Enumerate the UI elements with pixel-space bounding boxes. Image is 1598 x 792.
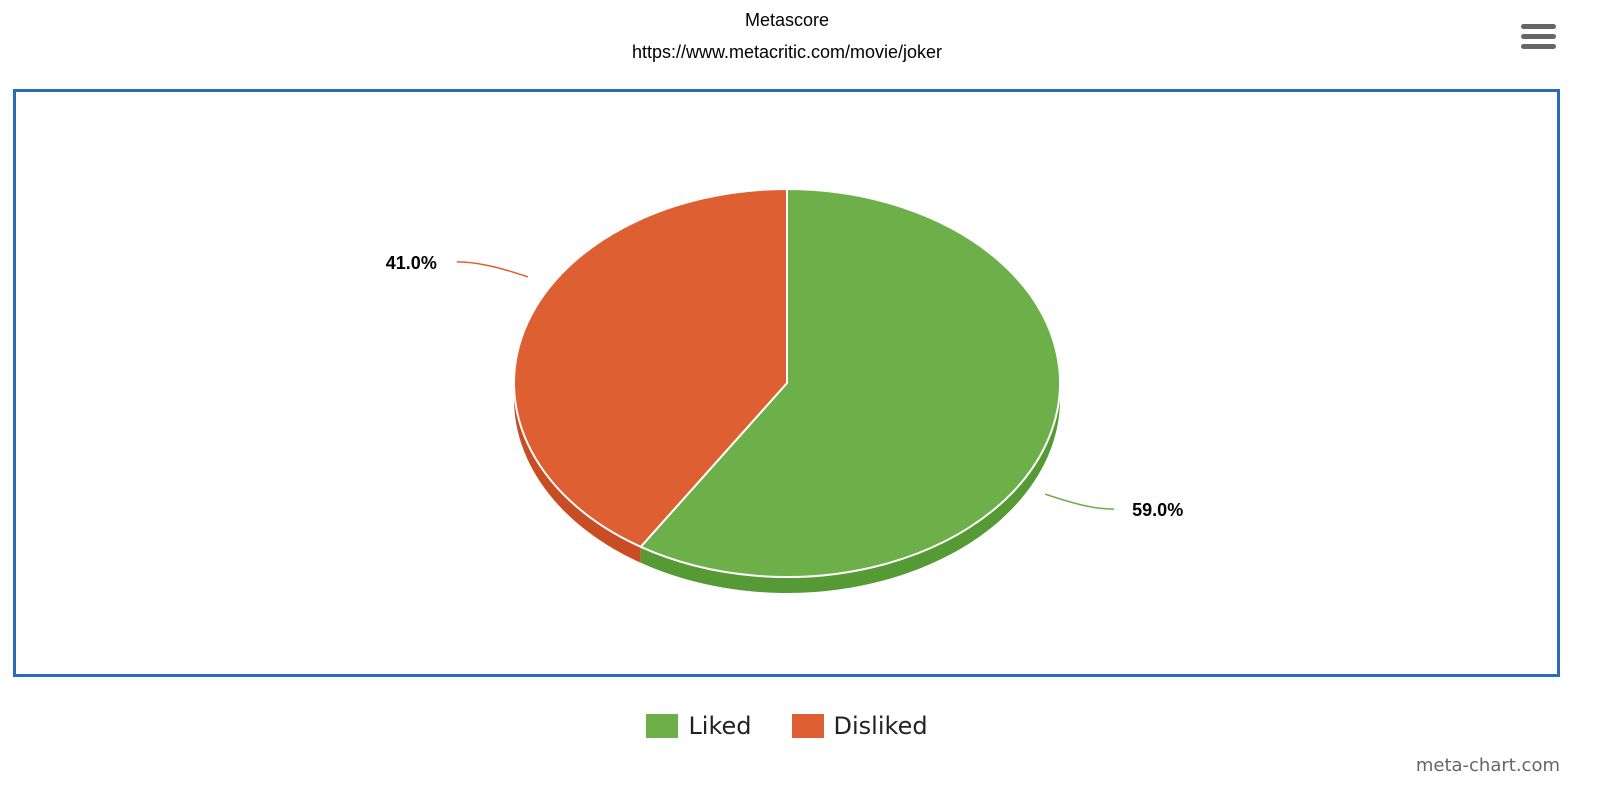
plot-area-frame <box>13 89 1560 677</box>
pie-slice-disliked <box>513 188 788 548</box>
chart-title: Metascore <box>744 10 830 30</box>
legend-item-liked[interactable]: Liked <box>646 712 752 740</box>
pie-slice-liked <box>639 188 1061 578</box>
pie-side-liked <box>640 383 1060 593</box>
pie-side-disliked <box>514 383 641 563</box>
legend-item-disliked[interactable]: Disliked <box>791 712 928 740</box>
legend-label-liked: Liked <box>688 712 752 740</box>
legend-label-disliked: Disliked <box>833 712 928 740</box>
legend-swatch-disliked <box>791 714 824 738</box>
data-label-disliked: 41.0% <box>386 253 437 273</box>
label-connector-disliked <box>456 261 529 278</box>
hamburger-menu-icon[interactable] <box>1521 24 1556 50</box>
data-label-liked: 59.0% <box>1132 500 1183 520</box>
legend: Liked Disliked <box>0 712 1574 740</box>
label-connector-liked <box>1044 493 1115 510</box>
credit-text[interactable]: meta-chart.com <box>1415 755 1560 776</box>
legend-swatch-liked <box>646 714 679 738</box>
chart-subtitle: https://www.metacritic.com/movie/joker <box>631 42 943 62</box>
